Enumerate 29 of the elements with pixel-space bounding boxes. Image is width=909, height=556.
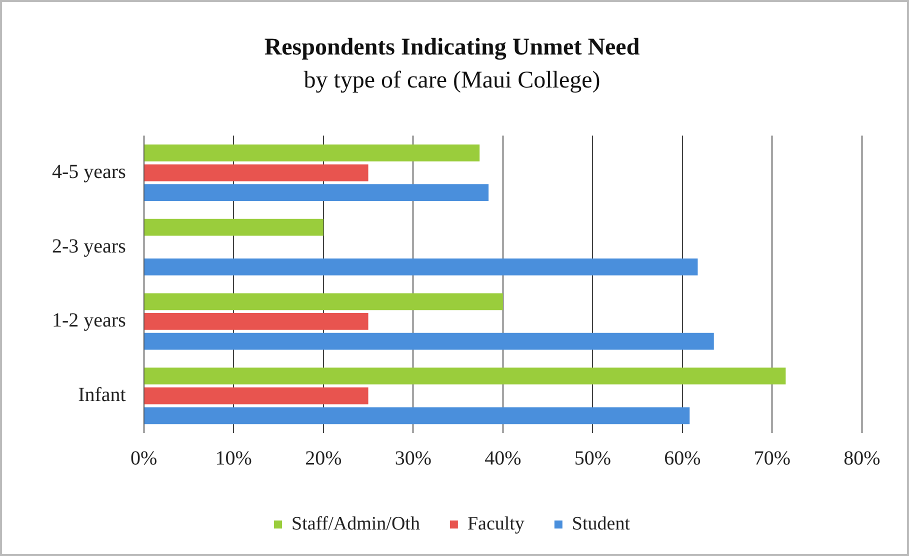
x-tick-label: 80% — [844, 447, 880, 470]
y-tick-label: 1-2 years — [52, 310, 126, 332]
bar — [144, 144, 480, 162]
y-tick-label: 2-3 years — [52, 235, 126, 258]
x-tick-label: 50% — [574, 447, 612, 470]
chart-subtitle: by type of care (Maui College) — [304, 67, 600, 94]
bar — [144, 184, 489, 202]
bar — [144, 218, 324, 236]
x-tick-label: 40% — [484, 447, 522, 470]
x-tick-label: 60% — [664, 447, 701, 470]
y-tick-label: 4-5 years — [52, 161, 126, 184]
chart-title: Respondents Indicating Unmet Need — [264, 34, 640, 61]
x-tick-label: 30% — [394, 447, 432, 470]
legend-label: Faculty — [467, 513, 525, 534]
x-tick-label: 20% — [305, 447, 342, 470]
bar — [144, 293, 503, 310]
x-tick-label: 70% — [754, 447, 791, 470]
bar — [144, 407, 690, 424]
x-tick-label: 10% — [215, 447, 252, 470]
bar — [144, 332, 714, 350]
legend-label: Student — [572, 513, 631, 534]
bar — [144, 164, 368, 182]
bar — [144, 368, 786, 384]
y-tick-label: Infant — [78, 384, 126, 406]
bar — [144, 387, 368, 404]
bar — [144, 258, 698, 276]
x-tick-label: 0% — [130, 447, 158, 470]
legend-label: Staff/Admin/Oth — [292, 513, 420, 534]
bar — [144, 313, 368, 330]
